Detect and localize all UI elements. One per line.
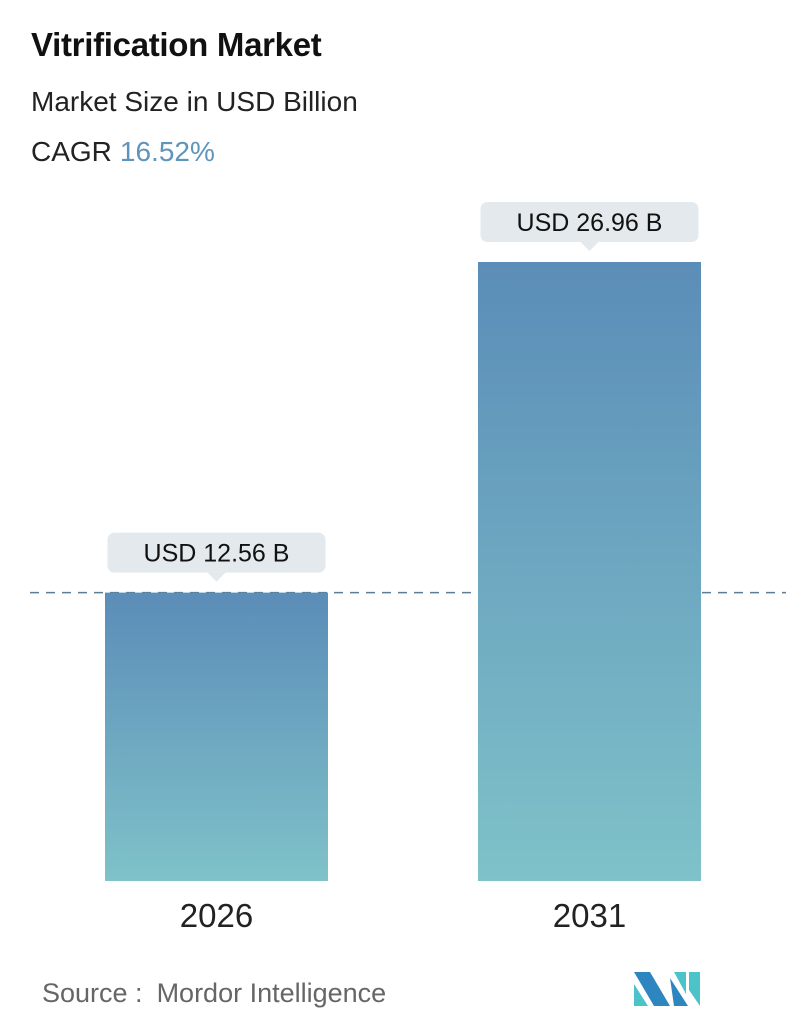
chart-subtitle: Market Size in USD Billion: [31, 86, 358, 117]
data-label: USD 12.56 B: [144, 540, 290, 568]
x-tick-label: 2031: [553, 897, 626, 934]
data-label-bubble: [107, 532, 326, 573]
mordor-logo-icon: [634, 972, 700, 1006]
data-label: USD 26.96 B: [517, 209, 663, 237]
data-label-pointer: [580, 242, 599, 251]
cagr-label: CAGR: [31, 136, 112, 167]
source-label: Source :: [42, 978, 143, 1008]
source-name: Mordor Intelligence: [156, 978, 387, 1008]
data-label-pointer: [207, 572, 226, 582]
data-label-bubble: [480, 202, 699, 242]
bar-2031: [478, 262, 701, 881]
x-tick-label: 2026: [180, 897, 253, 934]
bar-2026: [105, 592, 328, 881]
source: Source : Mordor Intelligence: [36, 978, 386, 1009]
chart-title: Vitrification Market: [31, 26, 322, 63]
cagr: CAGR 16.52%: [31, 136, 215, 168]
cagr-value: 16.52%: [119, 136, 215, 167]
